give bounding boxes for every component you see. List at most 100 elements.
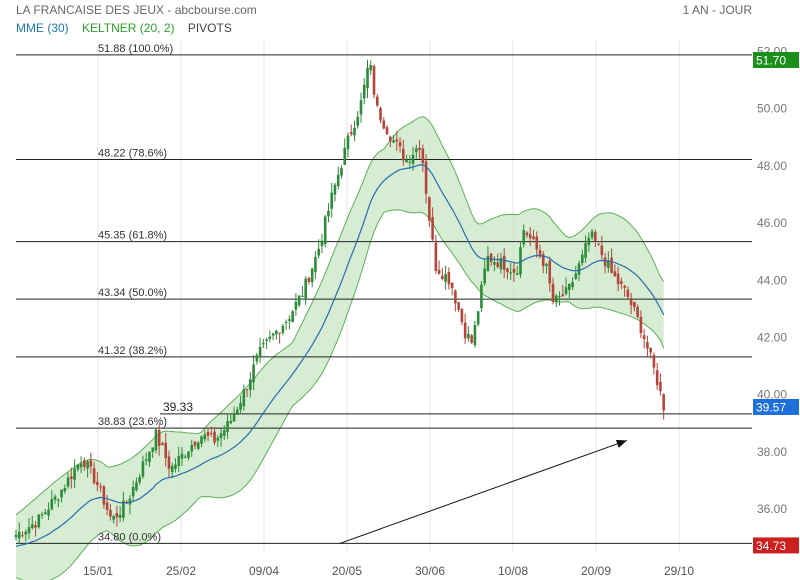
candle-body [463, 322, 467, 339]
candle-body [122, 500, 125, 518]
candle-body [102, 486, 106, 505]
candle-body [424, 161, 428, 194]
candle-body [642, 335, 646, 340]
candle-body [372, 65, 376, 95]
y-tick-label: 50.00 [757, 102, 787, 116]
candle-body [317, 248, 320, 256]
x-tick-label: 30/06 [415, 564, 445, 578]
pivot-label: 45.35 (61.8%) [98, 230, 167, 242]
candle-body [154, 429, 158, 451]
candle-body [548, 260, 552, 284]
candle-body [349, 132, 353, 135]
candle-body [398, 142, 402, 147]
y-tick-label: 48.00 [757, 159, 787, 173]
pivot-label: 48.22 (78.6%) [98, 148, 167, 160]
candle-body [359, 100, 363, 115]
candle-body [493, 262, 496, 265]
candle-body [395, 139, 399, 142]
candle-body [535, 236, 539, 250]
y-tick-label: 46.00 [757, 216, 787, 230]
candle-body [307, 277, 311, 283]
candle-body [232, 414, 236, 422]
candle-body [558, 296, 561, 298]
legend-keltner[interactable]: KELTNER (20, 2) [82, 21, 175, 35]
candle-body [57, 499, 60, 501]
candle-body [275, 330, 278, 335]
candle-body [646, 341, 649, 349]
support-label: 39.33 [163, 400, 193, 414]
candle-body [457, 302, 460, 310]
candle-body [161, 443, 164, 446]
legend-mme[interactable]: MME (30) [16, 21, 69, 35]
candle-body [180, 453, 184, 459]
y-tick-label: 38.00 [757, 445, 787, 459]
candle-body [27, 527, 31, 534]
pivot-label: 34.80 (0.0%) [98, 531, 161, 543]
keltner-upper-line [15, 116, 665, 516]
candle-body [281, 326, 285, 333]
candle-body [655, 370, 659, 386]
candle-body [320, 240, 324, 247]
candle-body [626, 289, 630, 297]
candle-body [206, 431, 210, 436]
candle-body [330, 192, 334, 209]
candle-body [265, 339, 268, 341]
x-axis: 15/01 25/02 09/04 20/05 30/06 10/08 20/09 29/10 [83, 564, 694, 578]
x-tick-label: 25/02 [166, 564, 196, 578]
candle-body [219, 433, 223, 439]
candle-body [79, 463, 83, 468]
candle-body [382, 120, 386, 129]
candle-body [327, 210, 330, 217]
candle-body [268, 336, 272, 339]
candle-body [392, 140, 395, 143]
candle-body [600, 245, 604, 256]
candle-body [47, 509, 50, 516]
trendline-layer [339, 439, 628, 544]
candle-body [200, 436, 203, 444]
price-badge-label: 39.57 [756, 400, 786, 414]
candle-body [99, 486, 102, 488]
candle-body [187, 451, 190, 458]
candle-body [437, 269, 441, 274]
candle-body [639, 316, 643, 334]
candle-body [489, 253, 493, 262]
candle-body [164, 442, 168, 459]
period-label[interactable]: 1 AN - JOUR [682, 3, 752, 17]
candle-body [131, 486, 135, 497]
candle-body [454, 290, 457, 304]
legend-pivots[interactable]: PIVOTS [187, 21, 232, 35]
candle-body [213, 431, 216, 443]
candle-body [594, 232, 597, 241]
candle-body [379, 108, 382, 121]
candle-body [460, 309, 464, 323]
candle-body [89, 460, 93, 467]
candle-body [96, 481, 99, 486]
candle-body [310, 268, 314, 283]
candle-body [623, 285, 626, 288]
candle-body [603, 257, 607, 267]
pivot-label: 43.34 (50.0%) [98, 287, 167, 299]
candle-body [607, 261, 610, 268]
candle-body [411, 154, 415, 164]
candle-body [148, 451, 151, 463]
candle-body [366, 67, 369, 89]
candle-body [561, 294, 565, 297]
candle-body [659, 382, 662, 392]
candle-body [512, 269, 516, 273]
candle-body [141, 461, 145, 477]
candle-body [564, 287, 568, 294]
candle-body [551, 283, 555, 302]
candle-body [24, 531, 28, 535]
candle-body [336, 174, 340, 187]
candle-body [66, 477, 70, 487]
candle-body [447, 272, 451, 285]
candles [14, 59, 665, 544]
candle-body [209, 433, 213, 435]
candle-body [262, 343, 265, 345]
candle-body [53, 496, 57, 500]
pivot-label: 38.83 (23.6%) [98, 416, 167, 428]
candle-body [157, 429, 161, 446]
candle-body [216, 437, 220, 441]
candle-body [174, 464, 177, 469]
